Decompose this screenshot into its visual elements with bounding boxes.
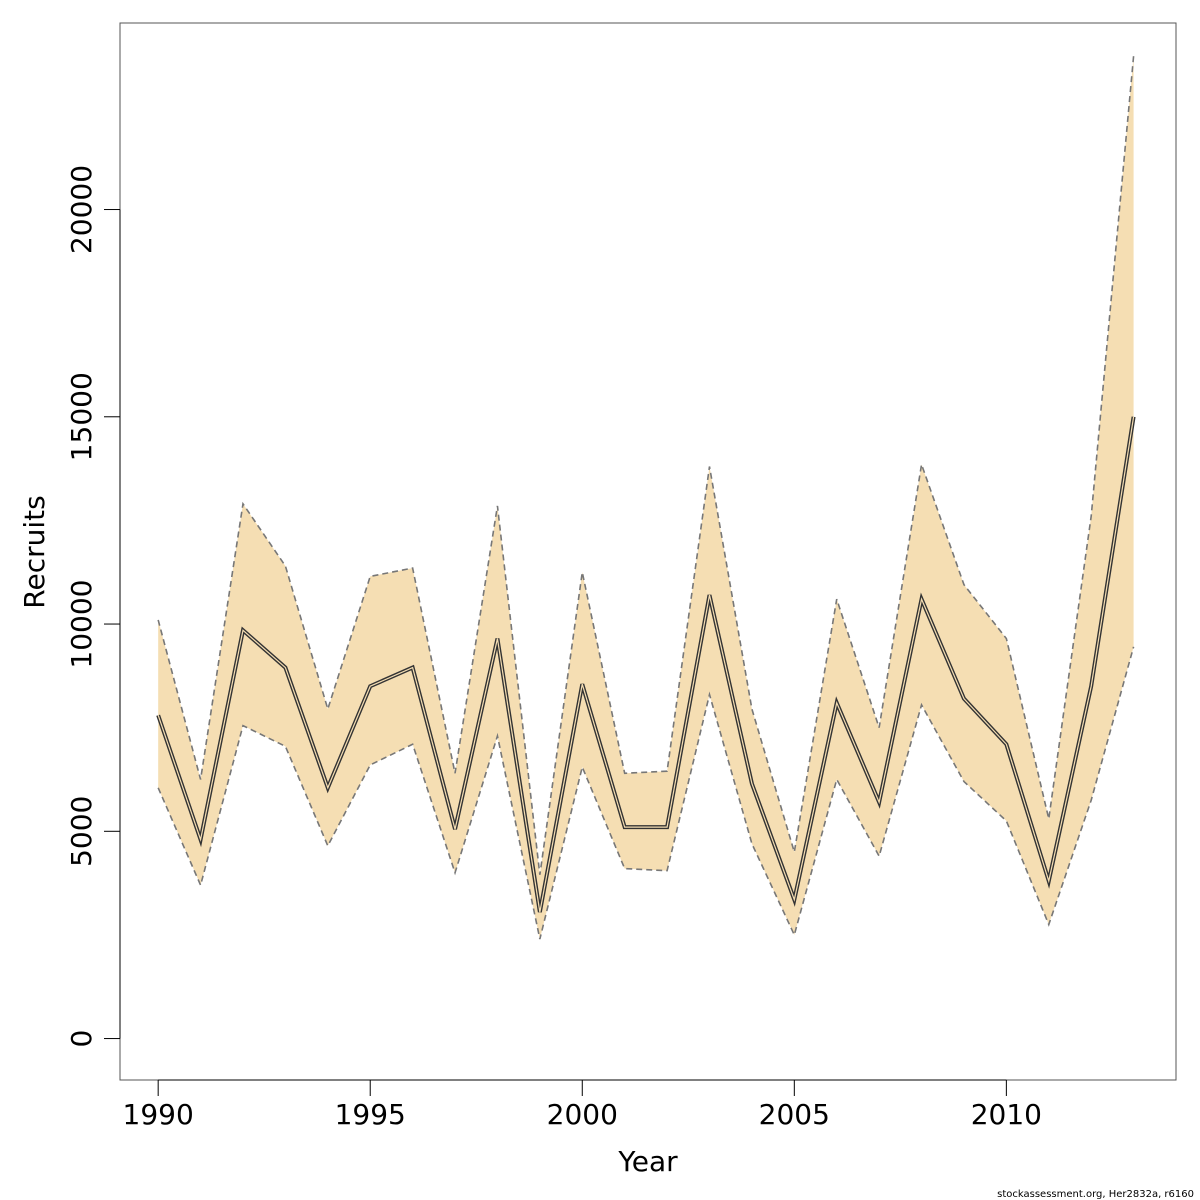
x-tick-label: 2005 [759,1098,830,1131]
confidence-band-layer [157,56,1135,940]
y-tick-label: 15000 [65,372,98,461]
x-tick-label: 1990 [123,1098,194,1131]
estimate-line-layer [156,416,1136,913]
lower-bound-line [157,646,1135,940]
x-tick-label: 1995 [335,1098,406,1131]
y-tick-label: 10000 [65,580,98,669]
confidence-band [158,56,1134,940]
y-axis: 0 5000 10000 15000 20000 [65,165,121,1048]
x-tick-label: 2010 [971,1098,1042,1131]
estimate-line-inner [157,416,1135,913]
y-tick-label: 20000 [65,165,98,254]
x-axis: 1990 1995 2000 2005 2010 [123,1079,1042,1131]
credit-text: stockassessment.org, Her2832a, r6160 [997,1189,1194,1200]
y-axis-title: Recruits [18,495,51,608]
x-axis-title: Year [617,1145,678,1178]
upper-bound-line [157,56,1135,875]
plot-box [119,22,1177,1081]
x-tick-label: 2000 [547,1098,618,1131]
y-tick-label: 0 [65,1030,98,1048]
y-tick-label: 5000 [65,796,98,867]
